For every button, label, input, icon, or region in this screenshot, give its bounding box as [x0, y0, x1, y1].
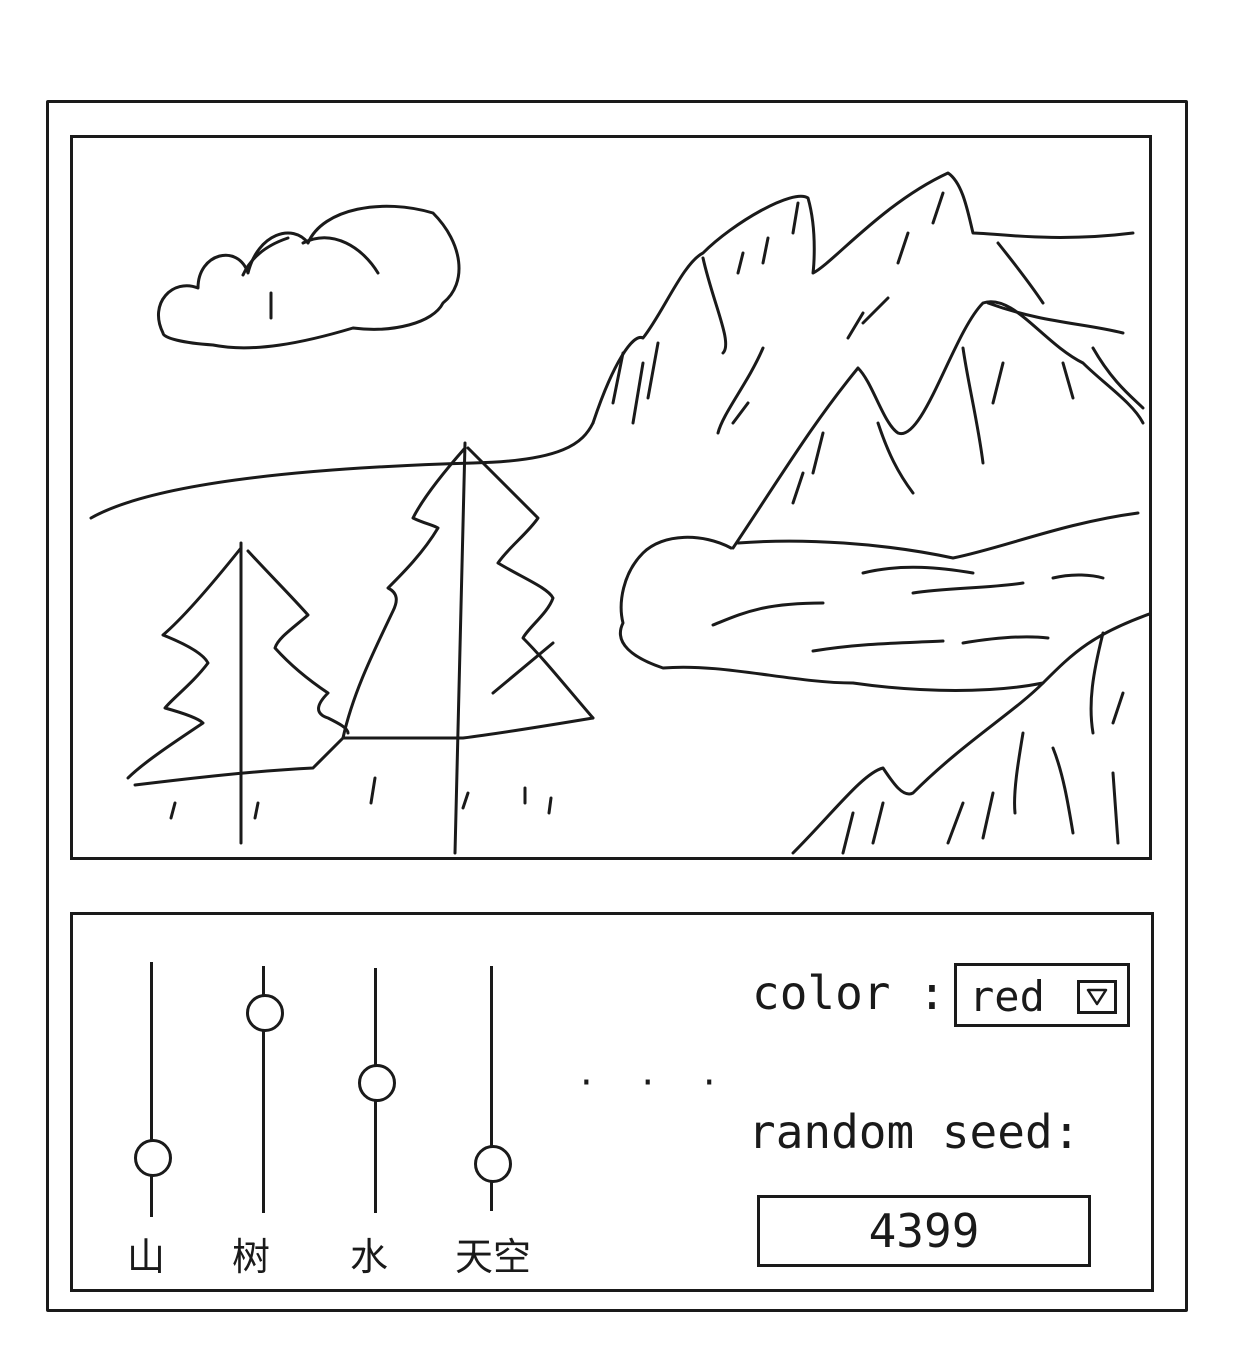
mountain-range-front: [731, 300, 1145, 550]
sky-slider-label: 天空: [455, 1235, 532, 1279]
foreground-cliff: [791, 612, 1149, 855]
color-dropdown[interactable]: red: [954, 963, 1130, 1027]
slider-thumb[interactable]: [134, 1139, 172, 1178]
control-panel: [70, 912, 1154, 1292]
tree-slider[interactable]: [244, 966, 284, 1213]
random-seed-input[interactable]: [757, 1195, 1091, 1267]
cloud-shape: [156, 204, 461, 350]
pine-tree-left: [126, 541, 350, 845]
slider-track: [262, 966, 265, 1213]
water-slider[interactable]: [356, 968, 396, 1213]
triangle-down-icon: [1086, 988, 1108, 1006]
tree-slider-label: 树: [232, 1235, 271, 1279]
lake-shore: [619, 535, 1045, 692]
app-window: [46, 100, 1188, 1312]
water-slider-label: 水: [350, 1235, 389, 1279]
horizon-line: [89, 421, 595, 520]
mountain-range-back: [591, 171, 1135, 425]
dropdown-toggle[interactable]: [1077, 980, 1117, 1014]
ground-line: [133, 716, 595, 787]
generated-image-canvas: [70, 135, 1152, 860]
random-seed-label: random seed:: [748, 1105, 1081, 1159]
landscape-illustration: [89, 171, 1149, 855]
slider-thumb[interactable]: [246, 993, 284, 1032]
slider-thumb[interactable]: [474, 1145, 512, 1184]
color-label: color :: [752, 966, 946, 1020]
slider-track: [490, 966, 493, 1211]
slider-track: [150, 962, 153, 1217]
slider-thumb[interactable]: [358, 1064, 396, 1103]
mountain-slider[interactable]: [132, 962, 172, 1217]
more-sliders-indicator: · · ·: [580, 1060, 734, 1106]
color-dropdown-value: red: [969, 972, 1045, 1021]
mountain-slider-label: 山: [127, 1235, 166, 1279]
pine-tree-right: [341, 441, 595, 855]
sky-slider[interactable]: [472, 966, 512, 1211]
